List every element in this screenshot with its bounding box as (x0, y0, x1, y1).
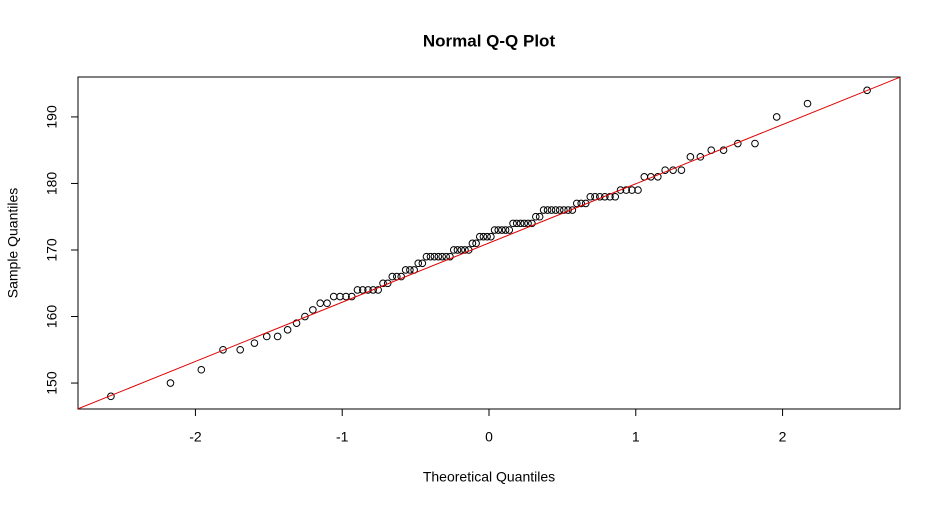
point (539, 206, 548, 214)
x-tick-label: 1 (632, 429, 640, 445)
point (374, 286, 382, 294)
point (606, 192, 614, 201)
point (509, 219, 517, 228)
y-tick-label: 190 (44, 105, 60, 129)
point (309, 306, 317, 314)
point (487, 232, 495, 241)
point (560, 206, 568, 214)
x-tick-label: -2 (189, 429, 202, 445)
point (406, 266, 414, 274)
point (654, 172, 662, 181)
point (197, 365, 206, 374)
point (475, 232, 484, 241)
point (532, 212, 540, 221)
point (426, 252, 435, 261)
x-tick-label: -1 (336, 429, 349, 445)
x-tick-label: 0 (485, 429, 493, 445)
point (353, 286, 362, 294)
y-axis-label: Sample Quantiles (5, 188, 21, 299)
point (524, 219, 532, 228)
point (490, 226, 499, 234)
point (364, 286, 372, 294)
point (863, 86, 871, 95)
point (634, 186, 642, 194)
point (520, 219, 529, 228)
point (453, 246, 462, 254)
point (494, 226, 503, 234)
point (401, 266, 410, 274)
point (586, 192, 595, 201)
point (283, 326, 292, 334)
point (505, 226, 514, 234)
point (772, 113, 781, 121)
point (628, 186, 636, 194)
point (369, 286, 377, 294)
point (434, 252, 443, 261)
point (479, 232, 488, 241)
point (449, 246, 458, 254)
point (581, 199, 590, 208)
point (336, 292, 344, 301)
point (422, 252, 431, 261)
point (498, 226, 506, 234)
point (577, 199, 585, 208)
point (803, 99, 812, 108)
point (501, 226, 510, 234)
point (568, 206, 577, 214)
point (512, 219, 521, 228)
point (622, 186, 631, 194)
point (457, 246, 466, 254)
point (555, 206, 564, 214)
point (273, 332, 282, 341)
chart-title: Normal Q-Q Plot (423, 31, 556, 50)
point (379, 279, 387, 288)
point (219, 345, 227, 354)
point (572, 199, 581, 208)
point (388, 272, 397, 281)
point (301, 312, 309, 321)
point (446, 252, 454, 261)
point (166, 379, 175, 387)
point (547, 206, 556, 214)
point (438, 252, 446, 261)
reference-line (78, 77, 900, 409)
point (383, 279, 392, 288)
point (250, 339, 259, 347)
point (543, 206, 552, 214)
point (686, 153, 695, 161)
point (414, 259, 423, 268)
point (418, 259, 427, 268)
x-axis-label: Theoretical Quantiles (423, 469, 555, 485)
point (677, 166, 686, 174)
y-tick-label: 170 (44, 238, 60, 262)
y-tick-label: 180 (44, 172, 60, 196)
point (358, 286, 367, 294)
x-tick-label: 2 (779, 429, 787, 445)
point (516, 219, 525, 228)
point (472, 239, 480, 248)
point (461, 246, 469, 254)
point (611, 192, 620, 201)
point (323, 299, 331, 308)
point (551, 206, 560, 214)
point (535, 212, 544, 221)
point (483, 232, 491, 241)
point (616, 186, 625, 194)
point (430, 252, 439, 261)
point (236, 345, 244, 354)
point (528, 219, 536, 228)
point (468, 239, 477, 248)
point (342, 292, 350, 301)
clip-group (78, 77, 900, 409)
point (751, 139, 759, 148)
point (601, 192, 609, 201)
y-tick-label: 150 (44, 371, 60, 395)
y-tick-label: 160 (44, 305, 60, 329)
point (292, 319, 301, 327)
